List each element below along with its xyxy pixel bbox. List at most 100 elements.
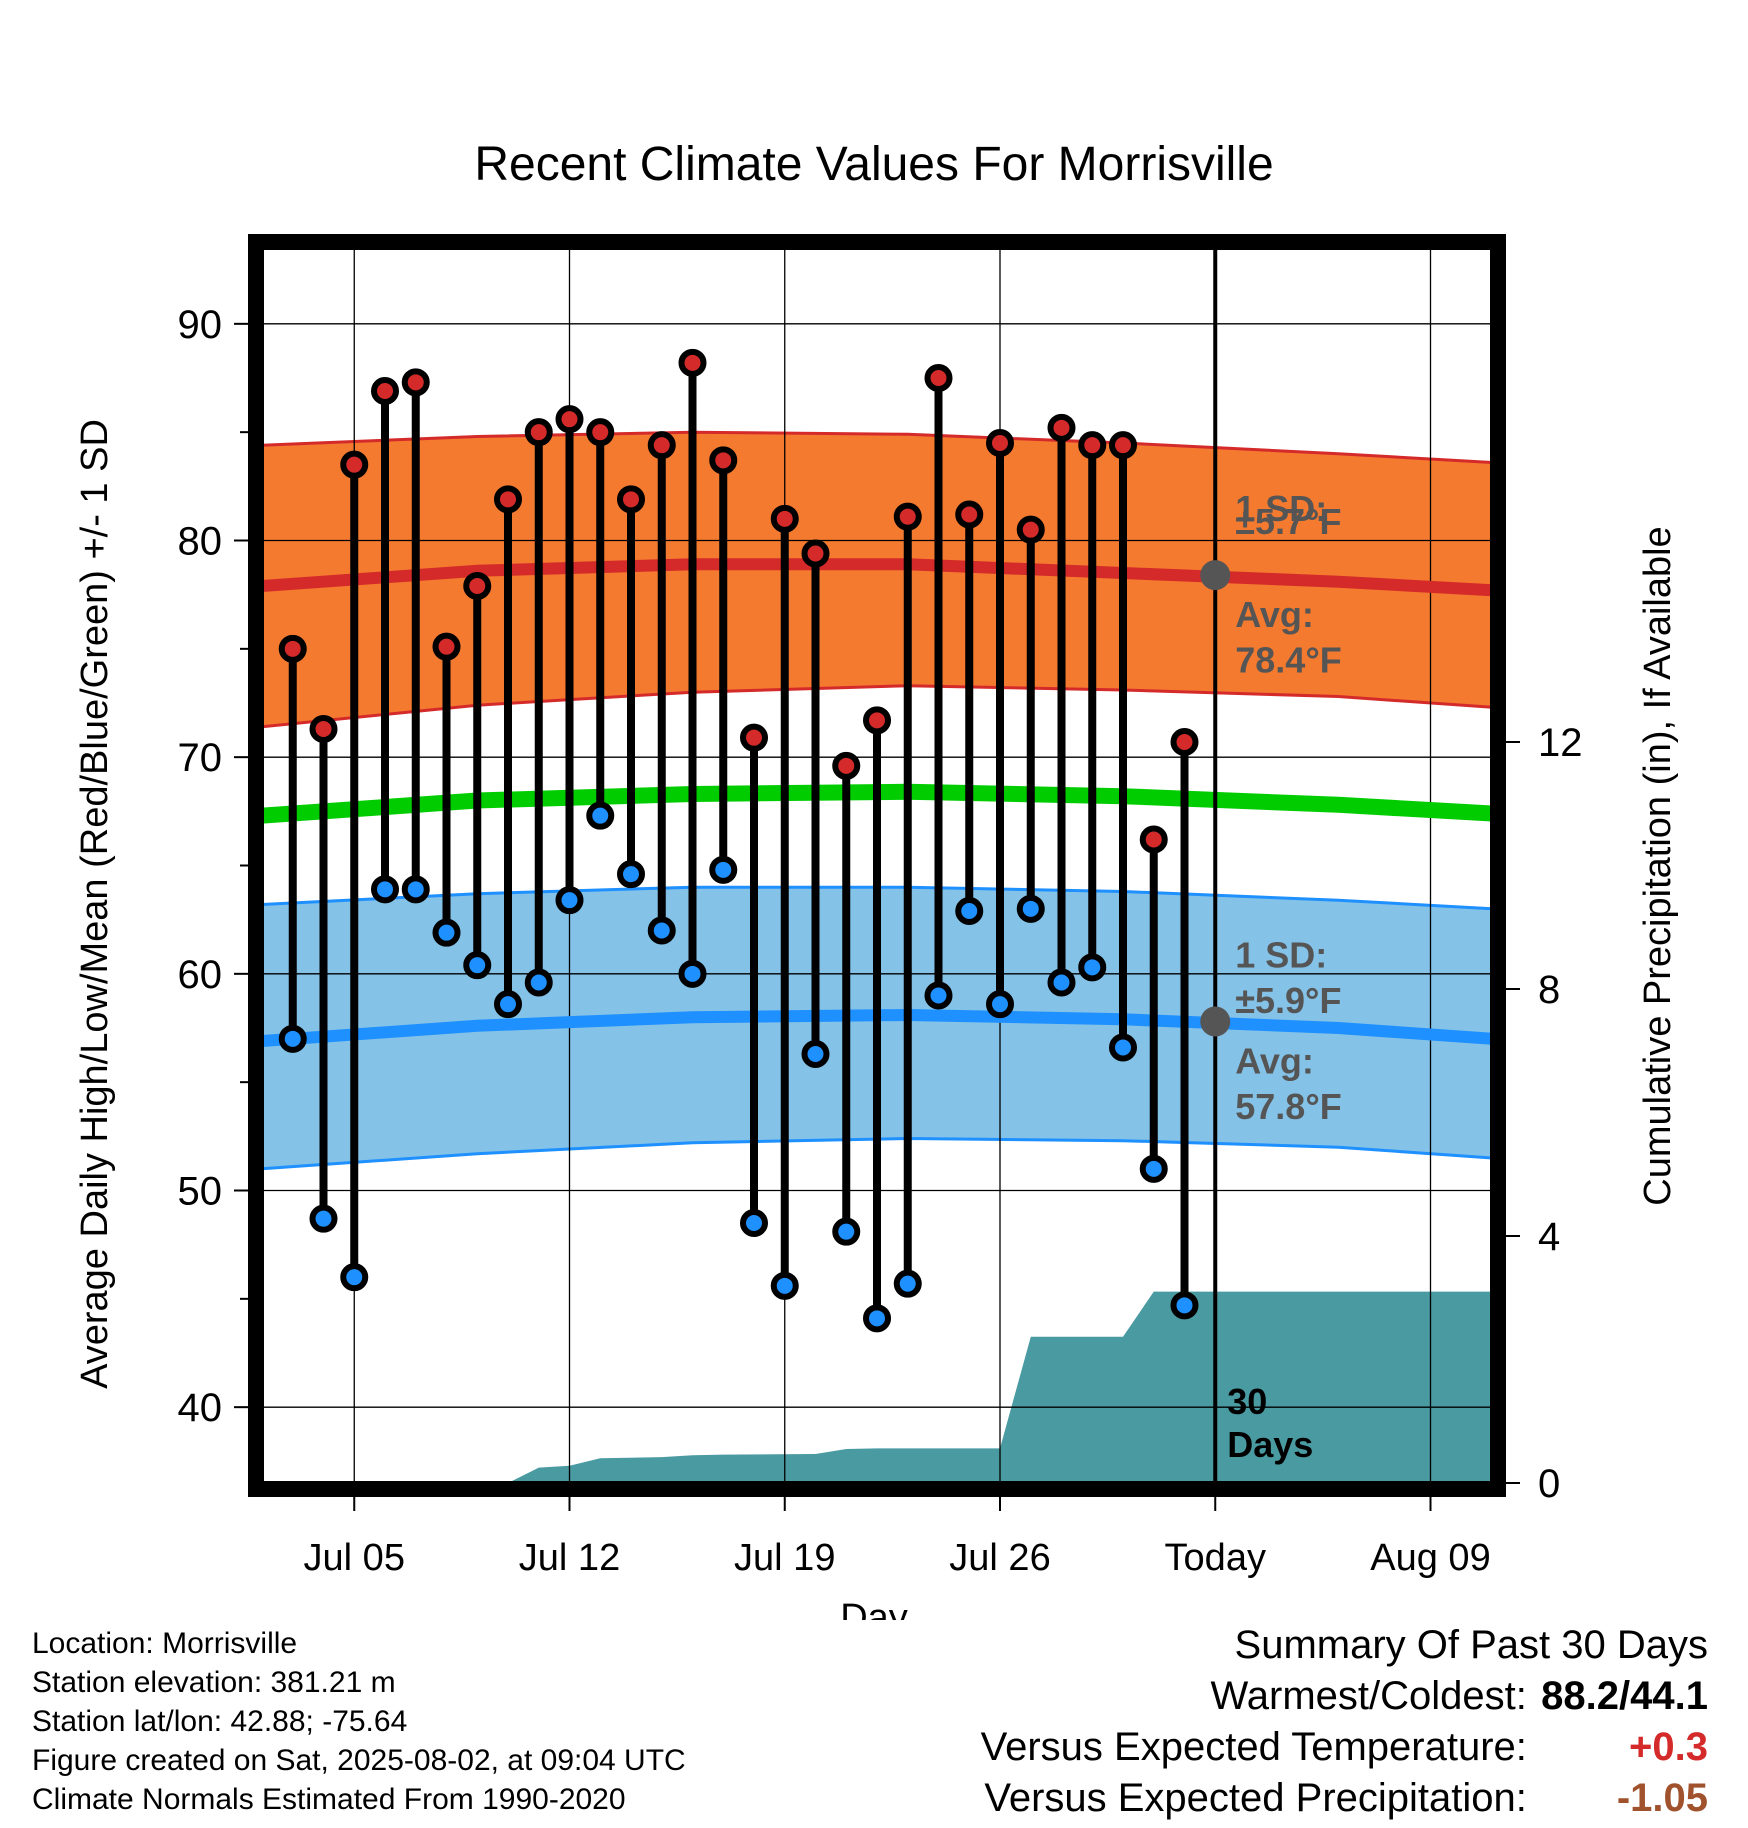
daily-high-point <box>494 485 522 514</box>
x-tick-label: Jul 26 <box>949 1537 1050 1579</box>
x-tick-label: Jul 19 <box>734 1537 835 1579</box>
daily-low-point <box>647 916 676 945</box>
daily-low-point <box>1016 894 1045 923</box>
daily-low-point <box>524 968 553 997</box>
daily-low-point <box>1078 953 1107 982</box>
daily-low-point <box>401 875 430 904</box>
high-sd-value: ±5.7°F <box>1235 501 1341 542</box>
warmest-value: 88.2/44.1 <box>1541 1674 1708 1718</box>
precip-label: Versus Expected Precipitation: <box>984 1776 1527 1820</box>
x-tick-label: Aug 09 <box>1370 1537 1490 1579</box>
summary-precip-row: Versus Expected Precipitation: -1.05 <box>981 1773 1708 1824</box>
daily-high-point <box>1078 431 1107 460</box>
summary-panel: Summary Of Past 30 Days Warmest/Coldest:… <box>981 1620 1708 1824</box>
summary-temp-row: Versus Expected Temperature: +0.3 <box>981 1722 1708 1773</box>
daily-high-point <box>678 348 707 377</box>
daily-high-point <box>1047 413 1076 442</box>
daily-high-point <box>955 500 984 529</box>
daily-high-point <box>432 632 461 661</box>
daily-high-point <box>832 751 861 780</box>
daily-low-point <box>1047 968 1076 997</box>
daily-high-point <box>401 368 430 397</box>
high-avg-label: Avg: <box>1235 594 1314 635</box>
daily-high-point <box>863 706 891 735</box>
daily-low-point <box>309 1204 338 1233</box>
low-sd-label: 1 SD: <box>1235 934 1327 975</box>
warmest-label: Warmest/Coldest: <box>1210 1674 1527 1718</box>
daily-low-point <box>678 959 707 988</box>
plot-clipped <box>262 248 1492 1483</box>
daily-high-point <box>1109 431 1137 460</box>
daily-high-point <box>1016 515 1045 544</box>
low-sd-value: ±5.9°F <box>1235 980 1341 1021</box>
daily-low-point <box>278 1024 307 1053</box>
daily-low-point <box>1170 1291 1199 1320</box>
high-sd-label: 1 SD: <box>1235 488 1327 529</box>
daily-low-point <box>617 860 645 889</box>
low-avg-value: 57.8°F <box>1235 1086 1341 1127</box>
precip-area <box>262 1291 1492 1483</box>
daily-high-point <box>924 364 953 392</box>
daily-low-point <box>986 990 1014 1019</box>
daily-high-point <box>893 502 922 531</box>
daily-low-point <box>955 897 984 925</box>
daily-high-point <box>1139 825 1168 854</box>
today-low-avg-marker <box>1200 1006 1231 1037</box>
daily-high-point <box>371 377 399 405</box>
elevation-text: Station elevation: 381.21 m <box>32 1666 396 1699</box>
daily-high-point <box>309 715 338 743</box>
location-text: Location: Morrisville <box>32 1627 298 1660</box>
today-high-avg-marker <box>1200 560 1231 591</box>
window-days-number: 30 <box>1227 1381 1267 1422</box>
daily-low-point <box>770 1271 799 1300</box>
created-text: Figure created on Sat, 2025-08-02, at 09… <box>32 1744 686 1777</box>
daily-low-point <box>801 1040 830 1068</box>
daily-low-point <box>340 1263 369 1292</box>
summary-warmest-row: Warmest/Coldest: 88.2/44.1 <box>981 1671 1709 1722</box>
daily-low-point <box>432 918 461 947</box>
x-tick-label: Jul 05 <box>304 1537 405 1579</box>
latlon-text: Station lat/lon: 42.88; -75.64 <box>32 1705 408 1738</box>
daily-low-point <box>1109 1033 1137 1062</box>
temp-value: +0.3 <box>1629 1725 1708 1769</box>
daily-low-point <box>709 855 738 884</box>
daily-high-point <box>524 418 553 447</box>
chart-title: Recent Climate Values For Morrisville <box>474 138 1273 191</box>
daily-high-point <box>709 446 738 475</box>
daily-high-point <box>278 634 307 663</box>
daily-high-point <box>555 405 584 434</box>
daily-high-point <box>740 723 768 752</box>
y-tick-label-left: 40 <box>178 1386 223 1430</box>
daily-low-point <box>555 886 584 915</box>
daily-low-point <box>863 1304 891 1333</box>
climate-chart: Recent Climate Values For Morrisville 1 … <box>74 138 1679 1620</box>
daily-low-point <box>463 951 492 980</box>
daily-high-point <box>617 485 645 514</box>
y-tick-label-left: 70 <box>178 736 223 780</box>
daily-low-point <box>924 981 953 1010</box>
plot-frame <box>248 234 1506 1497</box>
y-tick-label-left: 90 <box>178 303 223 347</box>
high-sd-upper-line <box>262 430 1492 464</box>
precip-value: -1.05 <box>1616 1776 1708 1820</box>
y-tick-label-right: 8 <box>1538 968 1560 1012</box>
daily-low-point <box>740 1209 768 1237</box>
low-avg-label: Avg: <box>1235 1041 1314 1082</box>
y-tick-label-left: 80 <box>178 520 223 564</box>
x-tick-label: Jul 12 <box>519 1537 620 1579</box>
daily-low-point <box>893 1269 922 1298</box>
daily-high-point <box>986 429 1014 457</box>
summary-title: Summary Of Past 30 Days <box>1234 1623 1708 1667</box>
daily-low-point <box>371 875 399 904</box>
y-tick-label-left: 60 <box>178 953 223 997</box>
daily-high-point <box>586 418 615 447</box>
daily-high-point <box>770 504 799 533</box>
daily-low-point <box>832 1217 861 1246</box>
daily-high-point <box>801 539 830 568</box>
y-tick-label-left: 50 <box>178 1170 223 1214</box>
station-info: Location: Morrisville Station elevation:… <box>32 1624 686 1819</box>
daily-high-point <box>463 572 492 600</box>
daily-low-point <box>586 801 615 830</box>
y-axis-label-right: Cumulative Precipitation (in), If Availa… <box>1637 526 1679 1205</box>
